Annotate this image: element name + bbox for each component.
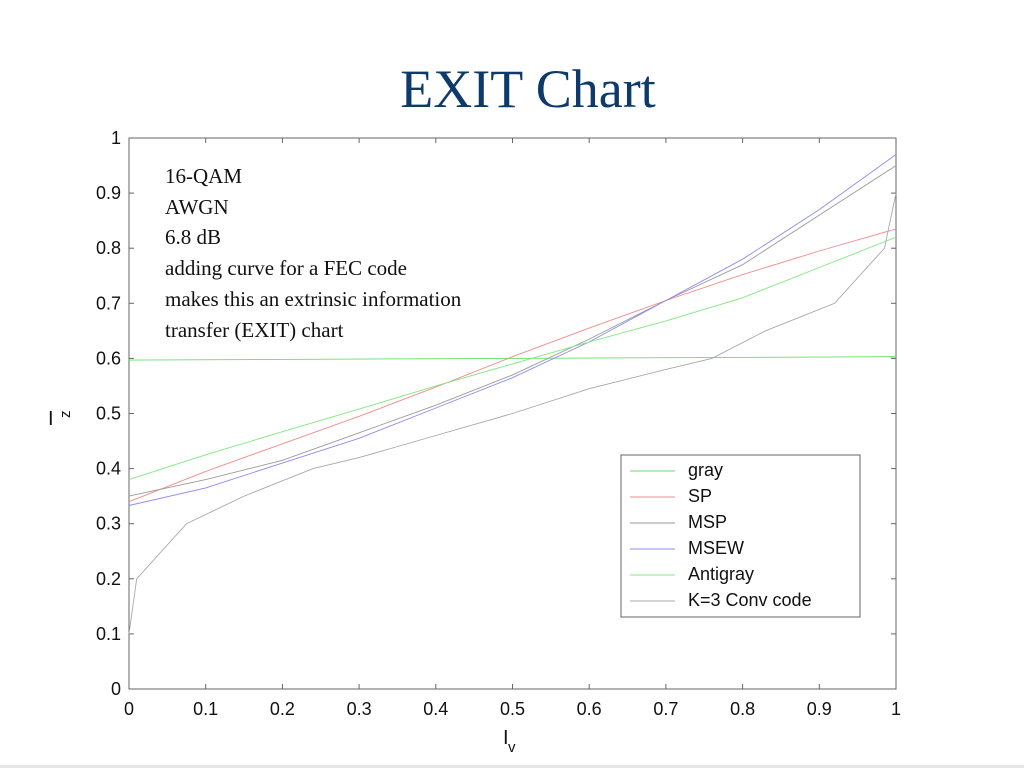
y-tick-label: 0.9 <box>96 183 121 203</box>
annotation-line: makes this an extrinsic information <box>165 287 462 311</box>
annotation-line: adding curve for a FEC code <box>165 256 408 280</box>
annotation-line: 6.8 dB <box>165 225 222 249</box>
legend-label: MSP <box>688 512 728 532</box>
x-tick-label: 0.9 <box>807 699 832 719</box>
y-tick-label: 1 <box>111 128 121 148</box>
y-tick-label: 0.3 <box>96 514 121 534</box>
slide-title: EXIT Chart <box>400 59 656 119</box>
x-tick-label: 1 <box>891 699 901 719</box>
legend <box>620 454 861 618</box>
series-line-gray <box>128 356 897 361</box>
annotation-line: 16-QAM <box>165 164 242 188</box>
x-axis-label-subscript: v <box>508 739 516 756</box>
x-tick-label: 0.3 <box>347 699 372 719</box>
y-axis-label: I <box>48 408 54 430</box>
x-tick-label: 0.2 <box>270 699 295 719</box>
y-tick-label: 0.5 <box>96 404 121 424</box>
x-tick-label: 0.1 <box>193 699 218 719</box>
series-lines <box>128 154 897 634</box>
y-tick-label: 0.4 <box>96 459 121 479</box>
x-tick-label: 0.7 <box>653 699 678 719</box>
y-tick-label: 0.1 <box>96 624 121 644</box>
x-tick-label: 0 <box>124 699 134 719</box>
y-tick-label: 0.2 <box>96 569 121 589</box>
y-tick-label: 0 <box>111 679 121 699</box>
series-line-msp <box>128 165 897 497</box>
x-tick-label: 0.4 <box>423 699 448 719</box>
y-tick-label: 0.8 <box>96 238 121 258</box>
bottom-strip <box>0 765 1024 768</box>
legend-box <box>620 454 861 618</box>
legend-label: K=3 Conv code <box>688 590 812 610</box>
series-line-k-3-conv-code <box>128 193 897 634</box>
y-axis-label-subscript: z <box>57 411 74 419</box>
series-line-antigray <box>128 236 897 481</box>
x-tick-label: 0.6 <box>577 699 602 719</box>
axis-ticks: 0 0.1 0.2 0.3 0.4 0.5 0.6 0.7 0.8 0.9 1 0 0.1 0.2 0.3 0… <box>96 128 901 719</box>
y-tick-label: 0.7 <box>96 293 121 313</box>
series-line-msew <box>128 154 897 506</box>
x-axis-label: I <box>503 727 509 749</box>
legend-label: gray <box>688 460 724 480</box>
x-tick-label: 0.5 <box>500 699 525 719</box>
legend-label: SP <box>688 486 713 506</box>
annotation-line: AWGN <box>165 195 229 219</box>
y-tick-label: 0.6 <box>96 348 121 368</box>
series-line-sp <box>128 228 897 503</box>
legend-label: MSEW <box>688 538 744 558</box>
legend-label: Antigray <box>688 564 755 584</box>
annotation-line: transfer (EXIT) chart <box>165 318 344 342</box>
x-tick-label: 0.8 <box>730 699 755 719</box>
